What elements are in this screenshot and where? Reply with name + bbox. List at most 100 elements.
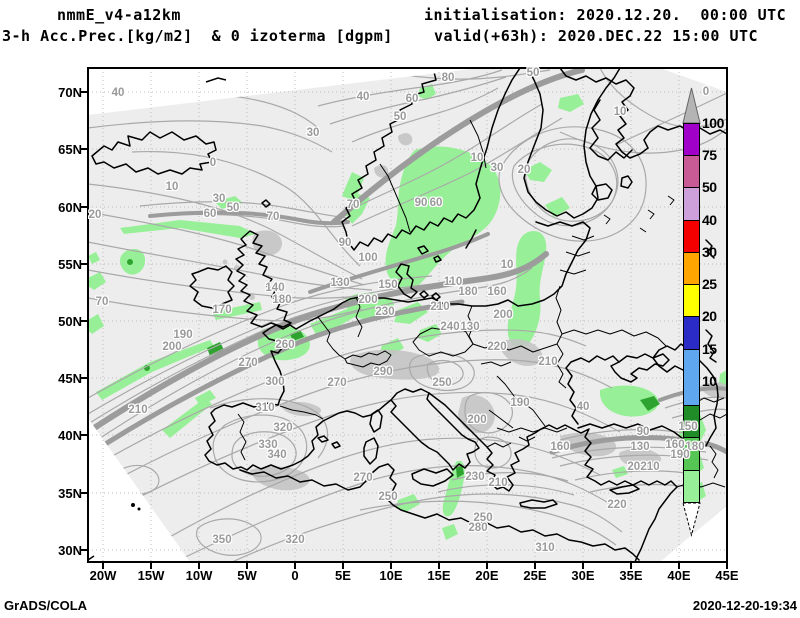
contour-label: 250 <box>432 377 452 389</box>
contour-label: 230 <box>375 306 395 318</box>
contour-label: 280 <box>468 522 488 534</box>
colorbar-label: 30 <box>702 244 717 260</box>
contour-label: 130 <box>330 277 350 289</box>
contour-label: 70 <box>346 199 360 211</box>
contour-label: 0 <box>209 157 217 169</box>
field-title: 3-h Acc.Prec.[kg/m2] & 0 izoterma [dgpm] <box>2 27 393 45</box>
contour-label: 180 <box>685 441 705 453</box>
colorbar-segment <box>683 284 700 316</box>
precip-heavy-shading <box>127 259 660 478</box>
axis-ticks <box>81 91 728 569</box>
coastlines <box>91 68 727 562</box>
contour-label: 160 <box>487 286 507 298</box>
contour-label: 170 <box>212 304 232 316</box>
contour-label: 40 <box>111 87 125 99</box>
x-tick-label: 10W <box>185 568 213 583</box>
plot-timestamp: 2020-12-20-19:34 <box>692 598 797 613</box>
contour-label: 310 <box>255 402 275 414</box>
contour-label: 180 <box>458 286 478 298</box>
x-tick-label: 45E <box>715 568 739 583</box>
colorbar-label: 75 <box>702 147 717 163</box>
contour-label: 200 <box>493 309 513 321</box>
contour-label: 190 <box>510 397 530 409</box>
colorbar-segment <box>683 349 700 405</box>
y-tick-label: 50N <box>58 314 82 329</box>
contour-label: 160 <box>550 441 570 453</box>
contour-label: 300 <box>265 376 285 388</box>
x-tick-label: 5E <box>335 568 351 583</box>
contour-label: 200 <box>627 461 647 473</box>
y-tick-label: 55N <box>58 257 82 272</box>
contour-label: 10 <box>470 152 484 164</box>
contour-label: 130 <box>630 441 650 453</box>
x-tick-label: 15W <box>137 568 165 583</box>
contour-label: 210 <box>488 477 508 489</box>
x-tick-label: 0 <box>291 568 299 583</box>
colorbar-label: 40 <box>702 212 717 228</box>
contour-label: 50 <box>526 67 540 79</box>
colorbar-segment <box>683 220 700 252</box>
x-tick-label: 25E <box>523 568 547 583</box>
contour-label: 310 <box>535 542 555 554</box>
contour-label: 10 <box>500 259 514 271</box>
contour-label: 180 <box>272 294 292 306</box>
contour-label: 150 <box>378 279 398 291</box>
contour-label: 110 <box>443 276 463 288</box>
model-title: nmmE_v4-a12km <box>57 6 181 24</box>
contour-label: 0 <box>702 86 710 98</box>
plot-frame <box>87 67 728 563</box>
colorbar-arrow-down <box>682 502 701 537</box>
contour-label: 190 <box>173 329 193 341</box>
colorbar-label: 25 <box>702 276 717 292</box>
colorbar-label: 50 <box>702 179 717 195</box>
contour-label: 10 <box>613 106 627 118</box>
contour-label: 250 <box>378 491 398 503</box>
contour-label: 210 <box>430 301 450 313</box>
contour-label: 350 <box>212 534 232 546</box>
contour-label: 220 <box>607 499 627 511</box>
x-tick-label: 10E <box>379 568 403 583</box>
colorbar-label: 20 <box>702 308 717 324</box>
contour-label: 250 <box>473 512 493 524</box>
colorbar-segment <box>683 316 700 349</box>
y-tick-label: 40N <box>58 428 82 443</box>
colorbar-segment <box>683 123 700 155</box>
y-tick-label: 60N <box>58 200 82 215</box>
contour-label: 90 <box>414 197 428 209</box>
contour-label: 190 <box>670 449 690 461</box>
colorbar-segment <box>683 405 700 437</box>
contour-label: 200 <box>358 294 378 306</box>
colorbar-segment <box>683 470 700 503</box>
contour-label: 50 <box>393 111 407 123</box>
contour-label: 220 <box>487 341 507 353</box>
y-tick-label: 35N <box>58 486 82 501</box>
colorbar-segment <box>683 155 700 187</box>
contour-label: 150 <box>678 421 698 433</box>
colorbar-label: 10 <box>702 373 717 389</box>
contour-label: 60 <box>405 93 419 105</box>
contour-label: 270 <box>353 472 373 484</box>
contour-label: 210 <box>640 461 660 473</box>
x-tick-label: 20W <box>89 568 117 583</box>
contour-label: 130 <box>460 321 480 333</box>
contour-label: 60 <box>203 208 217 220</box>
contour-label: 30 <box>306 127 320 139</box>
contour-label: 290 <box>373 366 393 378</box>
contour-label: 30 <box>212 193 226 205</box>
y-tick-label: 65N <box>58 142 82 157</box>
x-tick-label: 40E <box>667 568 691 583</box>
contour-label: 260 <box>275 339 295 351</box>
contour-label: 320 <box>273 422 293 434</box>
contour-label: 100 <box>358 252 378 264</box>
contour-label: 230 <box>465 471 485 483</box>
colorbar-segment <box>683 437 700 470</box>
contour-label: 60 <box>551 442 565 454</box>
contour-label: 10 <box>165 181 179 193</box>
contour-label: 200 <box>162 341 182 353</box>
contour-label: 30 <box>490 162 504 174</box>
contour-label: 320 <box>285 534 305 546</box>
contour-label: 80 <box>441 72 455 84</box>
contour-label: 200 <box>467 414 487 426</box>
